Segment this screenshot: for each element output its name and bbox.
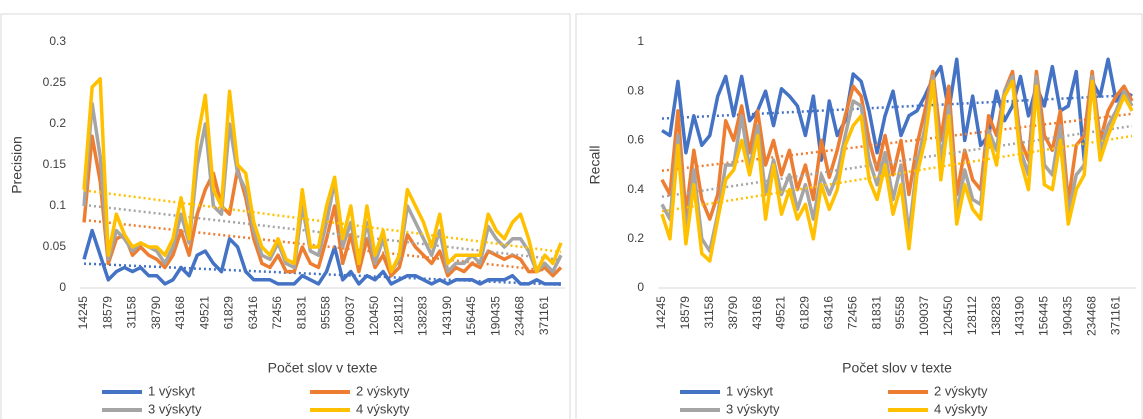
- x-tick-label: 81831: [869, 296, 883, 330]
- x-axis-title: Počet slov v texte: [268, 360, 378, 376]
- x-tick-label: 190435: [488, 296, 502, 336]
- y-tick-label: 0.4: [627, 182, 644, 196]
- legend-label: 2 výskyty: [356, 383, 410, 398]
- y-tick-label: 0.8: [627, 83, 644, 97]
- x-tick-label: 43168: [750, 296, 764, 330]
- y-tick-label: 0: [637, 280, 644, 294]
- x-tick-label: 128112: [965, 296, 979, 335]
- y-tick-label: 0.15: [43, 157, 67, 171]
- trendline: [661, 112, 1133, 173]
- x-tick-label: 156445: [1037, 296, 1051, 336]
- y-tick-label: 0.2: [49, 116, 66, 130]
- x-tick-label: 49521: [774, 296, 788, 330]
- x-tick-label: 81831: [294, 296, 308, 330]
- legend-label: 1 výskyt: [726, 383, 773, 398]
- series-line: [82, 134, 563, 278]
- x-tick-label: 109037: [917, 296, 931, 336]
- series-line: [661, 57, 1133, 162]
- y-tick-label: 0.6: [627, 133, 644, 147]
- x-tick-label: 63416: [246, 296, 260, 330]
- x-tick-label: 72456: [845, 296, 859, 330]
- x-axis-title: Počet slov v texte: [842, 360, 952, 376]
- x-tick-label: 49521: [197, 296, 211, 330]
- x-tick-label: 234468: [1084, 296, 1098, 336]
- x-tick-label: 72456: [270, 296, 284, 330]
- x-tick-label: 18579: [100, 296, 114, 330]
- series-line: [660, 79, 1134, 263]
- x-tick-label: 18579: [678, 296, 692, 330]
- x-tick-label: 14245: [76, 296, 90, 330]
- trendline: [661, 134, 1133, 213]
- x-tick-label: 128112: [391, 296, 405, 335]
- y-tick-label: 0.05: [43, 239, 67, 253]
- x-tick-label: 156445: [464, 296, 478, 336]
- y-tick-label: 0.25: [43, 75, 67, 89]
- y-tick-label: 1: [637, 34, 644, 48]
- x-tick-label: 371161: [537, 296, 551, 335]
- y-axis-title: Precision: [9, 136, 25, 194]
- series-line: [82, 77, 563, 274]
- x-tick-label: 143190: [440, 296, 454, 336]
- x-tick-label: 371161: [1108, 296, 1122, 335]
- x-tick-label: 63416: [821, 296, 835, 330]
- x-tick-label: 61829: [798, 296, 812, 330]
- x-tick-label: 38790: [726, 296, 740, 330]
- x-tick-label: 234468: [513, 296, 527, 336]
- legend-label: 1 výskyt: [148, 383, 195, 398]
- x-tick-label: 138283: [989, 296, 1003, 336]
- legend-label: 3 výskyty: [726, 401, 780, 416]
- x-tick-label: 14245: [654, 296, 668, 330]
- x-tick-label: 95558: [893, 296, 907, 330]
- x-tick-label: 31158: [702, 296, 716, 329]
- x-tick-label: 109037: [343, 296, 357, 336]
- x-tick-label: 143190: [1013, 296, 1027, 336]
- x-tick-label: 95558: [319, 296, 333, 330]
- series-line: [660, 74, 1134, 253]
- y-tick-label: 0.2: [627, 231, 644, 245]
- legend-label: 3 výskyty: [148, 401, 202, 416]
- legend-label: 4 výskyty: [356, 401, 410, 416]
- trendline: [661, 124, 1133, 199]
- x-tick-label: 31158: [125, 296, 139, 329]
- x-tick-label: 38790: [149, 296, 163, 330]
- y-tick-label: 0.1: [49, 198, 66, 212]
- x-tick-label: 190435: [1060, 296, 1074, 336]
- series-line: [660, 69, 1134, 221]
- x-tick-label: 120450: [367, 296, 381, 336]
- series-line: [82, 101, 563, 274]
- x-tick-label: 61829: [222, 296, 236, 330]
- legend-label: 4 výskyty: [934, 401, 988, 416]
- y-tick-label: 0: [59, 280, 66, 294]
- series-line: [82, 228, 561, 286]
- y-axis-title: Recall: [587, 146, 603, 185]
- x-tick-label: 138283: [416, 296, 430, 336]
- x-tick-label: 120450: [941, 296, 955, 336]
- x-tick-label: 43168: [173, 296, 187, 330]
- legend-label: 2 výskyty: [934, 383, 988, 398]
- y-tick-label: 0.3: [49, 34, 66, 48]
